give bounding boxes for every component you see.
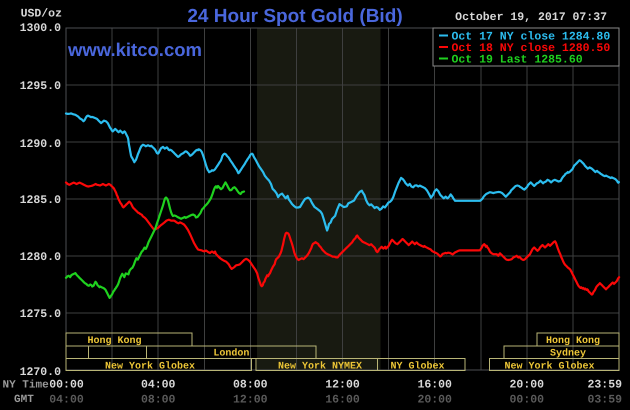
svg-text:New York NYMEX: New York NYMEX [278, 360, 362, 372]
svg-text:08:00: 08:00 [233, 379, 268, 392]
svg-text:24 Hour Spot Gold (Bid): 24 Hour Spot Gold (Bid) [187, 6, 402, 27]
svg-text:23:59: 23:59 [587, 379, 622, 392]
svg-text:October 19, 2017 07:37: October 19, 2017 07:37 [455, 11, 607, 24]
svg-text:16:00: 16:00 [417, 379, 452, 392]
svg-text:Hong Kong: Hong Kong [546, 336, 600, 347]
svg-text:USD/oz: USD/oz [21, 8, 63, 21]
svg-text:1280.0: 1280.0 [20, 251, 62, 264]
svg-text:1285.0: 1285.0 [20, 194, 62, 207]
svg-text:Oct 17 NY close 1284.80: Oct 17 NY close 1284.80 [452, 31, 611, 44]
svg-text:Oct 19 Last 1285.60: Oct 19 Last 1285.60 [452, 54, 583, 67]
svg-text:NY Time: NY Time [3, 380, 50, 392]
svg-text:00:00: 00:00 [510, 394, 545, 407]
svg-text:www.kitco.com: www.kitco.com [67, 39, 202, 60]
svg-text:1300.0: 1300.0 [20, 22, 62, 35]
svg-text:12:00: 12:00 [325, 379, 360, 392]
svg-text:1295.0: 1295.0 [20, 80, 62, 93]
svg-text:Oct 18 NY close 1280.50: Oct 18 NY close 1280.50 [452, 42, 611, 55]
svg-text:04:00: 04:00 [141, 379, 176, 392]
svg-text:New York Globex: New York Globex [105, 360, 195, 372]
svg-text:03:59: 03:59 [587, 394, 622, 407]
svg-text:12:00: 12:00 [233, 394, 268, 407]
svg-text:1270.0: 1270.0 [20, 366, 62, 379]
svg-text:London: London [213, 348, 249, 360]
svg-text:1290.0: 1290.0 [20, 138, 62, 151]
svg-text:00:00: 00:00 [49, 379, 84, 392]
svg-text:20:00: 20:00 [417, 394, 452, 407]
svg-text:08:00: 08:00 [141, 394, 176, 407]
svg-text:Sydney: Sydney [550, 348, 586, 360]
svg-text:NY Globex: NY Globex [390, 360, 444, 372]
svg-text:1275.0: 1275.0 [20, 308, 62, 321]
svg-text:16:00: 16:00 [325, 394, 360, 407]
svg-text:04:00: 04:00 [49, 394, 84, 407]
svg-text:GMT: GMT [14, 394, 34, 406]
svg-text:20:00: 20:00 [510, 379, 545, 392]
svg-text:Hong Kong: Hong Kong [87, 336, 141, 347]
svg-text:New York Globex: New York Globex [504, 360, 594, 372]
